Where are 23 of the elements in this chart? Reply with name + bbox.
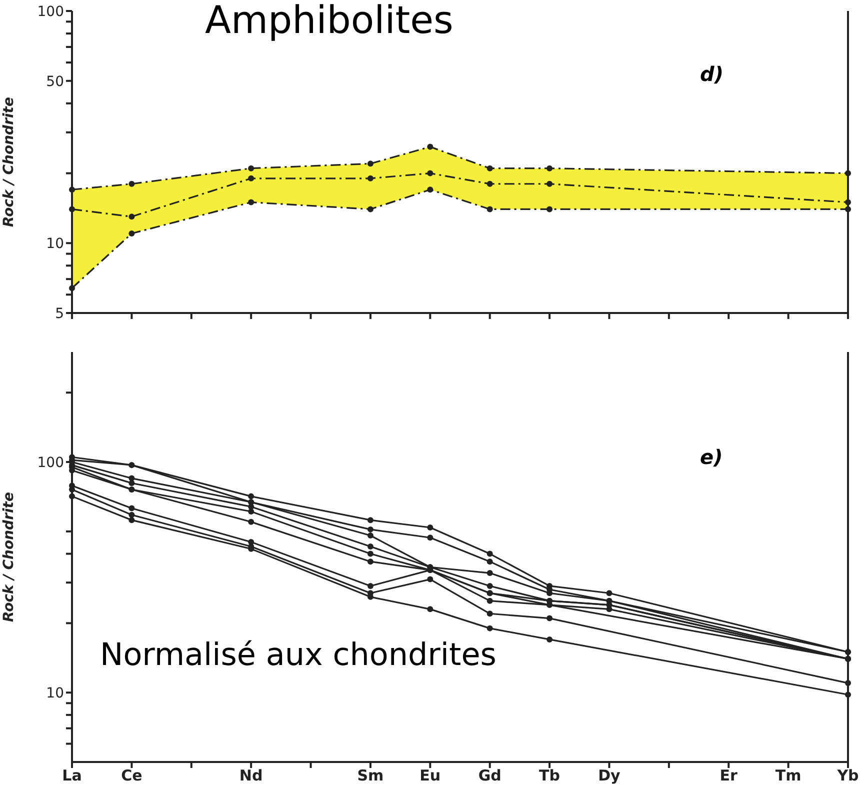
- x-tick-label: Ce: [121, 766, 142, 785]
- y-axis-title: Rock / Chondrite: [0, 97, 17, 227]
- x-tick-label: Nd: [239, 766, 263, 785]
- x-tick-label: Sm: [357, 766, 384, 785]
- x-tick-label: Dy: [598, 766, 621, 785]
- y-tick-label: 100: [37, 4, 64, 20]
- y-tick-label: 100: [37, 454, 64, 471]
- x-tick-label: Er: [720, 766, 738, 785]
- annotation: e): [700, 445, 723, 469]
- y-tick-label: 10: [46, 236, 64, 252]
- x-tick-label: Tm: [775, 766, 802, 785]
- y-tick-label: 10: [46, 686, 64, 702]
- x-tick-label: La: [62, 766, 82, 785]
- x-tick-label: Gd: [478, 766, 502, 785]
- y-axis-title: Rock / Chondrite: [0, 492, 17, 622]
- x-tick-label: Eu: [420, 766, 441, 785]
- y-tick-label: 50: [46, 74, 64, 90]
- y-tick-label: 5: [55, 306, 64, 322]
- chart-title: Amphibolites: [205, 0, 454, 42]
- x-tick-label: Tb: [539, 766, 560, 785]
- annotation: d): [700, 62, 724, 86]
- annotation: Normalisé aux chondrites: [100, 637, 496, 674]
- x-tick-label: Yb: [836, 766, 860, 785]
